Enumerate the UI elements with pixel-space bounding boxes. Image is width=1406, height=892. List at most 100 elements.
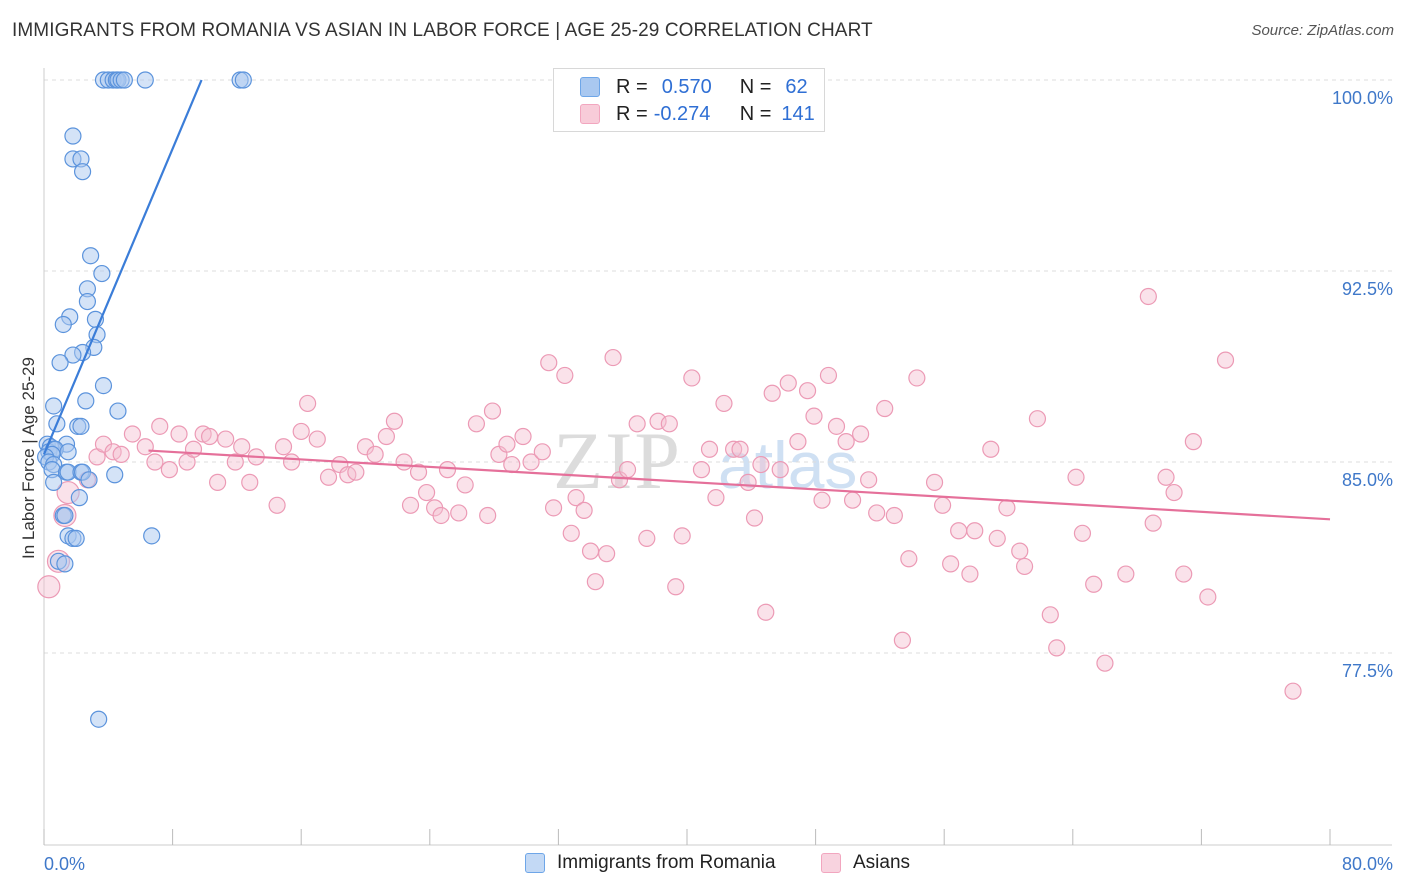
asians-point	[998, 499, 1016, 517]
asians-point	[827, 417, 846, 435]
asians-point	[151, 417, 169, 435]
romania-point	[234, 71, 252, 89]
asians-point	[217, 430, 235, 448]
romania-point	[136, 71, 154, 89]
asians-point	[432, 506, 450, 525]
trend-lines	[42, 79, 1331, 521]
n-value: 62	[785, 75, 808, 98]
romania-point	[82, 247, 100, 265]
asians-point	[819, 366, 838, 385]
asians-point	[805, 407, 823, 425]
asians-point	[798, 382, 817, 400]
asians-point	[498, 435, 516, 453]
romania-legend-swatch	[525, 853, 545, 873]
asians-point	[1067, 468, 1085, 486]
asians-point	[299, 394, 317, 413]
correlation-legend: R = 0.570 N = 62 R = -0.274 N = 141	[553, 68, 825, 132]
romania-point	[143, 527, 161, 545]
r-label: R =	[616, 102, 648, 125]
asians-point	[908, 369, 926, 387]
asians-point	[522, 453, 540, 471]
asians-point	[1175, 565, 1193, 583]
romania-point	[72, 417, 90, 435]
n-label: N =	[739, 102, 772, 125]
n-label: N =	[739, 75, 772, 98]
asians-point	[503, 455, 521, 474]
asians-point	[112, 445, 130, 463]
asians-point	[752, 455, 770, 474]
y-tick-label-0: 77.5%	[1342, 661, 1393, 681]
asians-point	[1139, 287, 1157, 306]
romania-point	[106, 466, 124, 484]
legend-row-asians: R = -0.274 N = 141	[580, 102, 815, 126]
asians-point	[241, 473, 259, 491]
asians-point	[925, 473, 944, 491]
asians-point	[479, 506, 497, 525]
asians-point	[988, 529, 1006, 548]
r-value: 0.570	[661, 75, 712, 98]
asians-point	[779, 374, 797, 392]
asians-point	[544, 499, 563, 517]
asians-point	[200, 427, 219, 446]
asians-point	[1048, 639, 1066, 657]
asians-legend-label: Asians	[853, 852, 911, 873]
asians-point	[843, 491, 862, 509]
asians-point	[933, 496, 952, 514]
asians-point	[598, 545, 616, 563]
asians-point	[385, 412, 404, 430]
watermark-zip: ZIP	[553, 415, 682, 506]
asians-point	[292, 422, 310, 441]
asians-point	[556, 366, 574, 385]
asians-point	[514, 427, 532, 446]
y-axis-label: In Labor Force | Age 25-29	[19, 357, 38, 559]
asians-point	[604, 348, 622, 367]
asians-point	[618, 461, 637, 479]
asians-point	[837, 433, 855, 451]
asians-point	[136, 438, 154, 456]
asians-point	[347, 463, 365, 481]
romania-trend-line	[42, 79, 203, 455]
y-tick-label-1: 85.0%	[1342, 470, 1393, 490]
romania-point	[64, 127, 82, 145]
asians-point	[667, 578, 685, 596]
asians-point	[274, 438, 293, 456]
asians-point	[868, 504, 886, 522]
asians-point	[1284, 682, 1302, 700]
asians-point	[745, 509, 764, 527]
asians-point	[725, 440, 743, 458]
asians-point	[184, 440, 203, 458]
romania-points	[37, 71, 252, 728]
asians-point	[950, 522, 968, 540]
asians-point	[649, 412, 667, 430]
asians-point	[966, 522, 984, 540]
asians-point	[683, 369, 701, 387]
asians-point	[707, 489, 725, 507]
asians-point	[1165, 483, 1183, 502]
asians-point	[715, 394, 733, 413]
asians-point	[1011, 542, 1029, 560]
asians-point	[1184, 433, 1202, 451]
romania-point	[77, 392, 95, 410]
romania-point	[45, 473, 63, 491]
asians-point	[37, 575, 61, 599]
asians-point	[739, 473, 757, 491]
asians-point	[893, 631, 912, 649]
asians-point	[308, 430, 326, 448]
asians-point	[581, 542, 600, 560]
n-value: 141	[781, 102, 815, 125]
asians-point	[533, 443, 551, 461]
asians-point	[692, 461, 711, 479]
romania-swatch	[580, 77, 600, 97]
asians-point	[1096, 654, 1114, 672]
asians-point	[209, 473, 227, 491]
legend-item-romania: Immigrants from Romania	[525, 852, 776, 874]
asians-point	[1216, 351, 1235, 369]
asians-point	[483, 402, 502, 420]
asians-point	[395, 453, 413, 471]
romania-point	[64, 346, 82, 364]
romania-legend-label: Immigrants from Romania	[557, 852, 776, 873]
asians-point	[789, 433, 807, 451]
asians-points	[37, 287, 1302, 700]
asians-point	[1144, 514, 1162, 532]
romania-point	[56, 506, 74, 525]
